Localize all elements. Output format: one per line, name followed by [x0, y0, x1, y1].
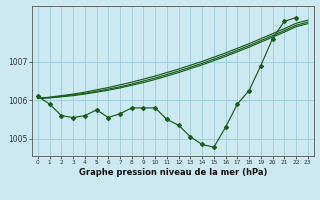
X-axis label: Graphe pression niveau de la mer (hPa): Graphe pression niveau de la mer (hPa)	[79, 168, 267, 177]
